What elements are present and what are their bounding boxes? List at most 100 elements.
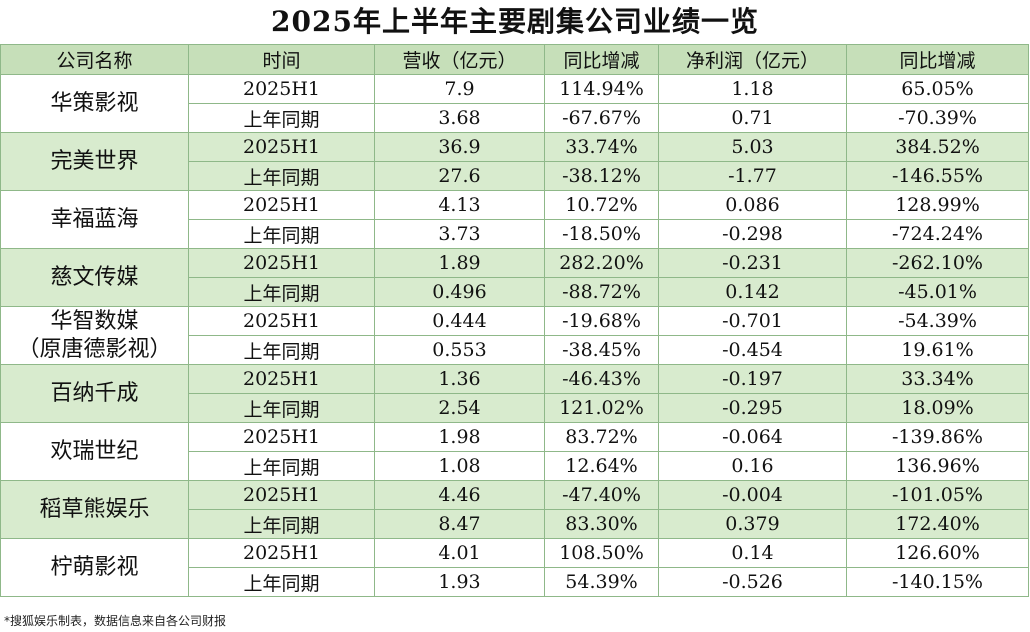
net-profit-cell: -0.295 xyxy=(658,393,847,423)
net-profit-yoy-cell: -70.39% xyxy=(846,103,1029,133)
table-row: 上年同期 0.496 -88.72% 0.142 -45.01% xyxy=(1,277,1029,307)
revenue-cell: 3.68 xyxy=(374,103,545,133)
table-row: 稻草熊娱乐 2025H1 4.46 -47.40% -0.004 -101.05% xyxy=(0,480,1029,539)
company-name: 百纳千成 xyxy=(50,380,139,406)
table-row: 上年同期 8.47 83.30% 0.379 172.40% xyxy=(1,509,1029,539)
company-name-cell: 慈文传媒 xyxy=(0,248,189,307)
revenue-cell: 1.98 xyxy=(374,422,545,452)
net-profit-cell: 0.142 xyxy=(658,277,847,307)
revenue-yoy-cell: -38.12% xyxy=(544,161,659,191)
net-profit-cell: 0.14 xyxy=(658,538,847,568)
net-profit-yoy-cell: -146.55% xyxy=(846,161,1029,191)
header-revenue: 营收（亿元） xyxy=(374,44,545,75)
revenue-yoy-cell: 121.02% xyxy=(544,393,659,423)
period-cell: 上年同期 xyxy=(188,335,375,365)
table-row: 上年同期 1.93 54.39% -0.526 -140.15% xyxy=(1,567,1029,597)
revenue-cell: 4.13 xyxy=(374,190,545,220)
table-row: 上年同期 27.6 -38.12% -1.77 -146.55% xyxy=(1,161,1029,191)
table-row: 柠萌影视 2025H1 4.01 108.50% 0.14 126.60% xyxy=(0,538,1029,597)
table-row: 上年同期 2.54 121.02% -0.295 18.09% xyxy=(1,393,1029,423)
revenue-cell: 2.54 xyxy=(374,393,545,423)
net-profit-yoy-cell: 18.09% xyxy=(846,393,1029,423)
table-row: 欢瑞世纪 2025H1 1.98 83.72% -0.064 -139.86% xyxy=(0,422,1029,481)
net-profit-cell: -0.454 xyxy=(658,335,847,365)
revenue-cell: 1.93 xyxy=(374,567,545,597)
revenue-cell: 0.553 xyxy=(374,335,545,365)
revenue-yoy-cell: 114.94% xyxy=(544,74,659,104)
net-profit-yoy-cell: 172.40% xyxy=(846,509,1029,539)
company-name: 完美世界 xyxy=(50,148,139,174)
table-row: 上年同期 3.68 -67.67% 0.71 -70.39% xyxy=(1,103,1029,133)
company-name-cell: 完美世界 xyxy=(0,132,189,191)
revenue-cell: 4.46 xyxy=(374,480,545,510)
period-cell: 2025H1 xyxy=(188,364,375,394)
company-name: 欢瑞世纪 xyxy=(50,438,139,464)
net-profit-cell: -1.77 xyxy=(658,161,847,191)
net-profit-cell: 5.03 xyxy=(658,132,847,162)
net-profit-yoy-cell: -262.10% xyxy=(846,248,1029,278)
company-name: 华智数媒 xyxy=(50,308,139,334)
revenue-cell: 1.08 xyxy=(374,451,545,481)
revenue-yoy-cell: 282.20% xyxy=(544,248,659,278)
net-profit-cell: -0.004 xyxy=(658,480,847,510)
revenue-yoy-cell: -19.68% xyxy=(544,306,659,336)
header-period: 时间 xyxy=(188,44,375,75)
revenue-cell: 36.9 xyxy=(374,132,545,162)
period-cell: 上年同期 xyxy=(188,451,375,481)
company-name-cell: 华策影视 xyxy=(0,74,189,133)
period-cell: 上年同期 xyxy=(188,509,375,539)
net-profit-yoy-cell: -139.86% xyxy=(846,422,1029,452)
period-cell: 上年同期 xyxy=(188,161,375,191)
table-row: 幸福蓝海 2025H1 4.13 10.72% 0.086 128.99% xyxy=(0,190,1029,249)
revenue-yoy-cell: -38.45% xyxy=(544,335,659,365)
company-name-cell: 柠萌影视 xyxy=(0,538,189,597)
footnote: *搜狐娱乐制表，数据信息来自各公司财报 xyxy=(4,614,227,628)
net-profit-yoy-cell: -140.15% xyxy=(846,567,1029,597)
net-profit-yoy-cell: 126.60% xyxy=(846,538,1029,568)
table-row: 上年同期 0.553 -38.45% -0.454 19.61% xyxy=(1,335,1029,365)
period-cell: 2025H1 xyxy=(188,248,375,278)
net-profit-yoy-cell: -724.24% xyxy=(846,219,1029,249)
net-profit-yoy-cell: 33.34% xyxy=(846,364,1029,394)
company-name-cell: 百纳千成 xyxy=(0,364,189,423)
period-cell: 2025H1 xyxy=(188,190,375,220)
net-profit-cell: 0.16 xyxy=(658,451,847,481)
revenue-yoy-cell: 83.72% xyxy=(544,422,659,452)
revenue-yoy-cell: 83.30% xyxy=(544,509,659,539)
period-cell: 2025H1 xyxy=(188,74,375,104)
net-profit-yoy-cell: -54.39% xyxy=(846,306,1029,336)
period-cell: 上年同期 xyxy=(188,393,375,423)
table-row: 华智数媒 （原唐德影视） 2025H1 0.444 -19.68% -0.701 -54.3… xyxy=(0,306,1029,365)
header-company: 公司名称 xyxy=(0,44,189,75)
table-row: 上年同期 1.08 12.64% 0.16 136.96% xyxy=(1,451,1029,481)
net-profit-cell: 0.086 xyxy=(658,190,847,220)
period-cell: 上年同期 xyxy=(188,277,375,307)
company-name: 幸福蓝海 xyxy=(50,206,139,232)
period-cell: 上年同期 xyxy=(188,103,375,133)
net-profit-yoy-cell: 19.61% xyxy=(846,335,1029,365)
company-name: （原唐德影视） xyxy=(17,336,172,362)
earnings-table: 公司名称 时间 营收（亿元） 同比增减 净利润（亿元） 同比增减 华策影视 202… xyxy=(0,44,1029,597)
period-cell: 上年同期 xyxy=(188,219,375,249)
revenue-cell: 0.444 xyxy=(374,306,545,336)
revenue-cell: 4.01 xyxy=(374,538,545,568)
net-profit-cell: -0.197 xyxy=(658,364,847,394)
table-row: 完美世界 2025H1 36.9 33.74% 5.03 384.52% xyxy=(0,132,1029,191)
revenue-yoy-cell: -47.40% xyxy=(544,480,659,510)
revenue-cell: 27.6 xyxy=(374,161,545,191)
net-profit-yoy-cell: 136.96% xyxy=(846,451,1029,481)
net-profit-yoy-cell: 384.52% xyxy=(846,132,1029,162)
period-cell: 2025H1 xyxy=(188,422,375,452)
header-net-profit-yoy: 同比增减 xyxy=(846,44,1029,75)
company-name-cell: 华智数媒 （原唐德影视） xyxy=(0,306,189,365)
company-name-cell: 稻草熊娱乐 xyxy=(0,480,189,539)
net-profit-yoy-cell: 65.05% xyxy=(846,74,1029,104)
header-net-profit: 净利润（亿元） xyxy=(658,44,847,75)
net-profit-cell: 0.379 xyxy=(658,509,847,539)
revenue-cell: 8.47 xyxy=(374,509,545,539)
revenue-cell: 1.36 xyxy=(374,364,545,394)
revenue-yoy-cell: 12.64% xyxy=(544,451,659,481)
table-row: 华策影视 2025H1 7.9 114.94% 1.18 65.05% xyxy=(0,74,1029,133)
net-profit-cell: 1.18 xyxy=(658,74,847,104)
table-row: 百纳千成 2025H1 1.36 -46.43% -0.197 33.34% xyxy=(0,364,1029,423)
